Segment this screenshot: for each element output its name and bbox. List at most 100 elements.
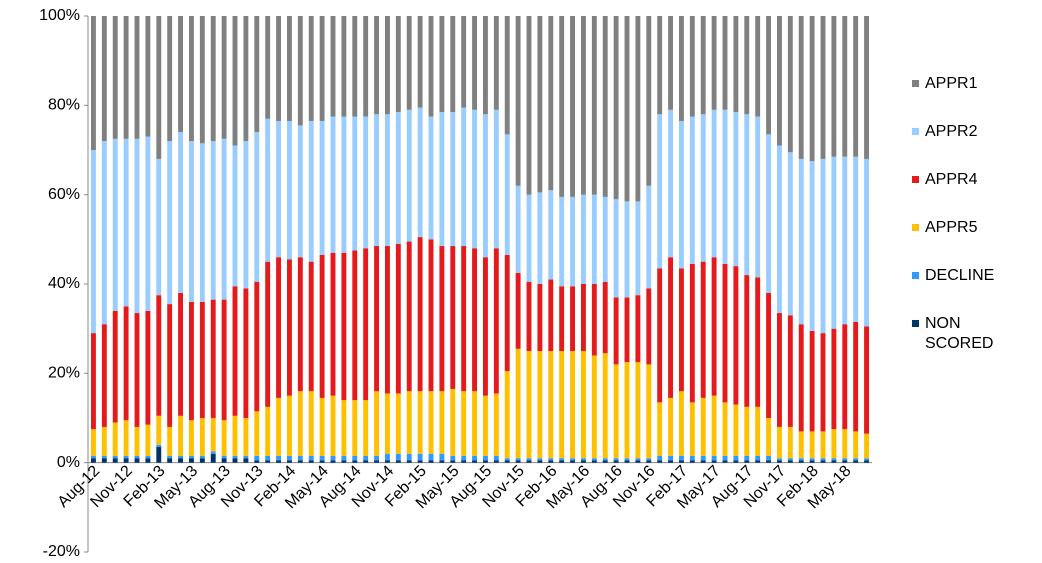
bar-segment <box>395 460 401 463</box>
bar-segment <box>265 16 271 119</box>
bar-segment <box>428 460 434 463</box>
bar-segment <box>395 453 401 461</box>
bar-segment <box>308 261 314 392</box>
bar-segment <box>439 246 445 392</box>
bar-segment <box>341 460 347 463</box>
bar-segment <box>766 418 772 456</box>
bar-segment <box>450 112 456 247</box>
y-tick-label: 60% <box>48 186 80 203</box>
bar-segment <box>700 114 706 262</box>
bar-segment <box>254 455 260 461</box>
bar-segment <box>199 301 205 418</box>
bar-segment <box>624 16 630 202</box>
bar-segment <box>646 288 652 365</box>
bar-segment <box>678 268 684 392</box>
bar-segment <box>787 458 793 461</box>
bar-segment <box>580 351 586 459</box>
bar-segment <box>591 458 597 461</box>
bar-segment <box>657 16 663 115</box>
bar-segment <box>221 138 227 300</box>
bar-segment <box>842 460 848 463</box>
bar-segment <box>809 460 815 463</box>
bar-segment <box>493 248 499 394</box>
bar-segment <box>265 406 271 456</box>
bar-segment <box>210 453 216 463</box>
bar-segment <box>210 299 216 418</box>
bar-segment <box>613 297 619 365</box>
bar-segment <box>254 411 260 456</box>
bar-segment <box>678 455 684 461</box>
bar-segment <box>842 156 848 325</box>
bar-segment <box>624 362 630 459</box>
bar-segment <box>798 158 804 325</box>
bar-segment <box>515 458 521 461</box>
legend-swatch <box>912 320 919 327</box>
bar-segment <box>472 391 478 456</box>
bar-segment <box>668 455 674 461</box>
bar-segment <box>853 460 859 463</box>
bar-segment <box>744 16 750 115</box>
bar-segment <box>570 460 576 463</box>
bar-segment <box>613 199 619 298</box>
bar-segment <box>657 460 663 463</box>
bar-segment <box>384 246 390 394</box>
bar-segment <box>178 458 184 463</box>
bar-segment <box>319 16 325 121</box>
bar-segment <box>602 16 608 197</box>
bar-segment <box>330 252 336 396</box>
bar-segment <box>472 16 478 110</box>
y-tick-label: -20% <box>43 543 80 560</box>
bar-segment <box>526 460 532 463</box>
bar-segment <box>384 460 390 463</box>
bar-segment <box>766 16 772 135</box>
bar-segment <box>319 455 325 461</box>
bar-segment <box>297 455 303 461</box>
bar-segment <box>210 451 216 454</box>
bar-segment <box>178 16 184 133</box>
bar-segment <box>101 141 107 325</box>
bar-segment <box>864 16 870 159</box>
bar-segment <box>188 141 194 302</box>
bar-segment <box>766 292 772 418</box>
bar-segment <box>504 458 510 461</box>
bar-segment <box>210 418 216 452</box>
bar-segment <box>722 263 728 403</box>
bar-segment <box>635 458 641 461</box>
bar-segment <box>776 458 782 461</box>
bar-segment <box>352 455 358 461</box>
bar-segment <box>286 395 292 456</box>
bar-segment <box>733 16 739 113</box>
bar-segment <box>319 120 325 255</box>
bar-segment <box>635 362 641 459</box>
bar-segment <box>243 288 249 418</box>
bar-segment <box>439 391 445 454</box>
bar-segment <box>243 418 249 456</box>
bar-segment <box>722 455 728 461</box>
bar-segment <box>559 458 565 461</box>
bar-segment <box>700 460 706 463</box>
bar-segment <box>493 16 499 110</box>
bar-segment <box>276 455 282 461</box>
bar-segment <box>363 248 369 401</box>
bar-segment <box>439 16 445 113</box>
bar-segment <box>319 460 325 463</box>
y-tick-label: 20% <box>48 365 80 382</box>
bar-segment <box>809 431 815 459</box>
bar-segment <box>668 397 674 456</box>
legend-label: APPR5 <box>925 219 978 236</box>
bar-segment <box>178 455 184 459</box>
bar-segment <box>668 257 674 398</box>
bar-segment <box>744 455 750 461</box>
bar-segment <box>341 16 347 117</box>
bar-segment <box>755 406 761 456</box>
bar-segment <box>384 16 390 115</box>
bar-segment <box>798 324 804 432</box>
bar-segment <box>450 460 456 463</box>
bar-segment <box>374 455 380 461</box>
bar-segment <box>482 460 488 463</box>
bar-segment <box>276 257 282 398</box>
bar-segment <box>776 426 782 459</box>
bar-segment <box>286 16 292 121</box>
bar-segment <box>352 250 358 401</box>
